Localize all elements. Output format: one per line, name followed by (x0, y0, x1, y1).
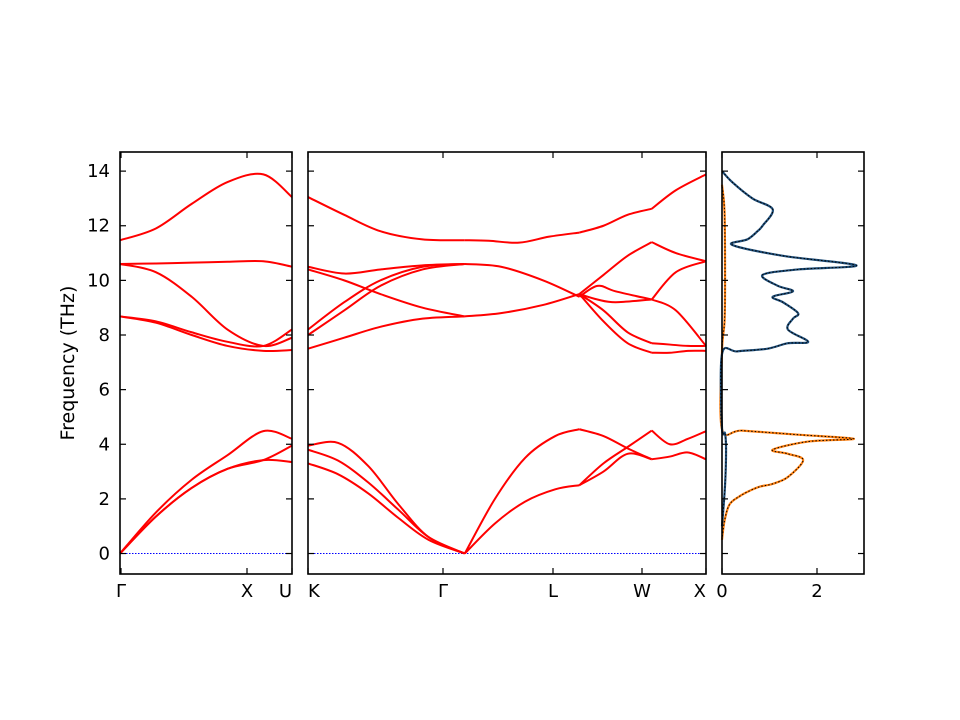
dos-curve-blue (719, 170, 858, 527)
dos-total-dotted-orange (719, 184, 855, 540)
phonon-branch-21 (578, 241, 653, 295)
panel-frame (721, 151, 865, 575)
y-tick-label: 10 (87, 270, 110, 291)
phonon-branch-14 (464, 293, 580, 318)
phonon-branch-13 (307, 196, 465, 242)
x-tick-label: L (548, 581, 558, 602)
y-tick-label: 8 (99, 325, 110, 346)
phonon-branch-23 (651, 451, 707, 461)
phonon-branch-7 (578, 452, 653, 487)
phonon-branch-29 (651, 241, 707, 263)
dos-curve-orange (719, 184, 855, 541)
phonon-branch-15 (464, 262, 580, 298)
phonon-branch-16 (464, 231, 580, 244)
phonon-branch-17 (578, 284, 652, 301)
x-tick-label: U (279, 581, 292, 602)
phonon-branch-19 (578, 293, 653, 354)
phonon-branch-11 (307, 268, 465, 318)
phonon-branch-8 (307, 315, 465, 350)
phonon-branch-12 (307, 262, 465, 275)
y-axis-label: Frequency (THz) (57, 286, 79, 441)
phonon-branch-2 (119, 458, 293, 555)
phonon-branch-7 (119, 172, 293, 242)
x-tick-label: X (241, 581, 253, 602)
band-structure-left-panel: 0 2 4 6 8 10 12 14 Γ X U (87, 151, 293, 602)
x-tick-label: W (633, 581, 651, 602)
panel-frame (307, 151, 707, 575)
x-tick-label: Γ (438, 581, 448, 602)
phonon-branch-27 (651, 298, 707, 347)
phonon-branch-3 (119, 315, 293, 353)
phonon-branch-1 (119, 444, 293, 555)
x-tick-label: K (308, 581, 321, 602)
phonon-branch-28 (650, 260, 707, 301)
phonon-branch-6 (578, 429, 653, 486)
phonon-branch-3 (463, 428, 580, 554)
phonon-branch-30 (651, 173, 707, 210)
phonon-branch-20 (578, 293, 653, 345)
phonon-branch-22 (579, 207, 652, 234)
phonon-branch-26 (651, 342, 707, 348)
phonon-branch-0 (119, 429, 293, 555)
y-tick-label: 2 (99, 489, 110, 510)
y-tick-label: 6 (99, 380, 110, 401)
panel-frame (119, 151, 293, 575)
y-tick-label: 0 (99, 544, 110, 565)
y-tick-label: 4 (99, 434, 110, 455)
x-tick-label: 2 (811, 581, 822, 602)
x-tick-label: 0 (716, 581, 727, 602)
phonon-branch-24 (651, 429, 707, 446)
phonon-branch-18 (579, 293, 652, 304)
phonon-branch-2 (307, 462, 466, 555)
phonon-branch-6 (119, 259, 293, 268)
phonon-branch-4 (464, 484, 580, 555)
phonon-branch-1 (307, 448, 466, 555)
phonon-branch-25 (651, 349, 707, 354)
phonon-branch-5 (119, 263, 293, 348)
y-tick-label: 12 (87, 216, 110, 237)
x-tick-label: X (694, 581, 706, 602)
y-tick-label: 14 (87, 161, 110, 182)
dos-total-dotted-blue (720, 170, 857, 527)
x-tick-label: Γ (116, 581, 126, 602)
phonon-branch-9 (307, 262, 465, 336)
